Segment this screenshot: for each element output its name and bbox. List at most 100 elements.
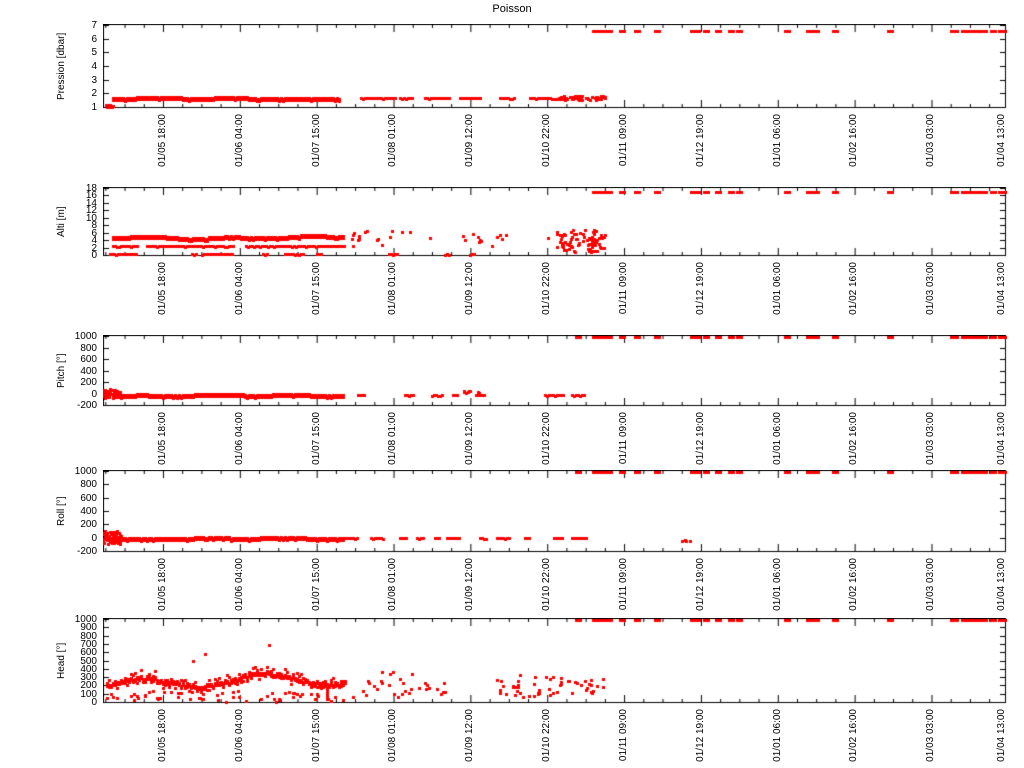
panel-pitch: Pitch [°] -200 0 200 400 600 800 1000 01/05 18:…: [0, 331, 1024, 465]
x-tick-label: 01/02 16:00: [848, 709, 860, 762]
x-tick-label: 01/11 09:00: [617, 114, 629, 167]
y-tick-label: 4: [91, 235, 97, 247]
x-tick-label: 01/11 09:00: [617, 558, 629, 611]
x-tick-label: 01/09 12:00: [464, 709, 476, 762]
y-tick-label: 800: [80, 342, 97, 354]
plot-canvas-alti: [103, 187, 1007, 258]
y-tick-label: 600: [80, 354, 97, 365]
x-tick-label: 01/10 22:00: [541, 262, 553, 315]
x-tick-label: 01/08 01:00: [387, 558, 399, 611]
x-tick-label: 01/05 18:00: [156, 114, 168, 167]
y-tick-label: 600: [80, 647, 97, 659]
y-tick-label: 0: [91, 388, 97, 400]
x-tick-label: 01/10 22:00: [541, 412, 553, 465]
y-tick-label: 800: [80, 630, 97, 642]
y-tick-label: 6: [91, 33, 97, 45]
x-tick-label: 01/01 06:00: [771, 412, 783, 465]
x-tick-label: 01/12 19:00: [694, 412, 706, 465]
y-tick-label: -200: [76, 546, 97, 557]
y-tick-label: 0: [91, 250, 97, 261]
y-tick-label: -200: [76, 400, 97, 411]
x-tick-label: 01/02 16:00: [848, 262, 860, 315]
x-tick-label: 01/08 01:00: [387, 412, 399, 465]
x-tick-label: 01/08 01:00: [387, 114, 399, 167]
y-tick-label: 0: [91, 532, 97, 544]
x-tick-label: 01/05 18:00: [156, 558, 168, 611]
x-tick-label: 01/04 13:00: [995, 412, 1007, 465]
y-tick-label: 1000: [74, 331, 97, 342]
x-tick-label: 01/09 12:00: [464, 412, 476, 465]
x-tick-label: 01/11 09:00: [617, 709, 629, 762]
plot-canvas-roll: [103, 470, 1007, 554]
y-tick-label: 1000: [74, 466, 97, 477]
y-tick-label: 12: [85, 205, 97, 217]
plot-canvas-pitch: [103, 335, 1007, 408]
y-tick-label: 1: [91, 102, 97, 113]
y-tick-label: 400: [80, 663, 97, 675]
x-tick-label: 01/05 18:00: [156, 412, 168, 465]
y-tick-label: 400: [80, 365, 97, 377]
x-tick-label: 01/12 19:00: [694, 558, 706, 611]
y-tick-label: 300: [80, 672, 97, 684]
x-tick-label: 01/07 15:00: [310, 709, 322, 762]
y-tick-label: 1000: [74, 614, 97, 625]
x-tick-label: 01/06 04:00: [233, 114, 245, 167]
panel-head: Head [°] 0 100 200 300 400 500 600 700 800 900 100…: [0, 614, 1024, 762]
x-tick-label: 01/06 04:00: [233, 709, 245, 762]
x-tick-label: 01/03 03:00: [925, 262, 937, 315]
y-tick-label: 200: [80, 680, 97, 692]
x-tick-label: 01/08 01:00: [387, 709, 399, 762]
x-tick-label: 01/03 03:00: [925, 412, 937, 465]
y-tick-label: 900: [80, 622, 97, 634]
y-tick-label: 3: [91, 74, 97, 86]
x-tick-label: 01/03 03:00: [925, 114, 937, 167]
x-tick-label: 01/04 13:00: [995, 558, 1007, 611]
y-tick-label: 400: [80, 506, 97, 517]
x-tick-label: 01/05 18:00: [156, 709, 168, 762]
y-tick-label: 14: [85, 197, 97, 209]
y-tick-label: 7: [91, 20, 97, 31]
x-tick-label: 01/09 12:00: [464, 262, 476, 315]
x-tick-label: 01/07 15:00: [310, 558, 322, 611]
x-tick-label: 01/05 18:00: [156, 262, 168, 315]
y-tick-label: 18: [85, 183, 97, 194]
x-tick-label: 01/01 06:00: [771, 114, 783, 167]
plot-canvas-pression: [103, 24, 1007, 110]
y-tick-label: 5: [91, 47, 97, 59]
panel-roll: Roll [°] -200 0 200 400 600 800 1000 01/05 18:0…: [0, 466, 1024, 611]
plot-canvas-head: [103, 618, 1007, 705]
y-tick-label: 200: [80, 519, 97, 531]
x-tick-label: 01/03 03:00: [925, 709, 937, 762]
x-tick-label: 01/04 13:00: [995, 262, 1007, 315]
y-tick-label: 800: [80, 479, 97, 491]
panel-pression: Pression [dbar] 1 2 3 4 5 6 7 01/05 18:00 01/06 …: [0, 20, 1024, 167]
y-tick-label: 10: [85, 212, 97, 224]
x-tick-label: 01/10 22:00: [541, 558, 553, 611]
x-tick-label: 01/02 16:00: [848, 558, 860, 611]
x-tick-label: 01/12 19:00: [694, 262, 706, 315]
x-tick-label: 01/06 04:00: [233, 262, 245, 315]
x-tick-label: 01/02 16:00: [848, 114, 860, 167]
x-tick-label: 01/12 19:00: [694, 114, 706, 167]
y-tick-label: 16: [85, 190, 97, 202]
y-tick-label: 600: [80, 492, 97, 504]
x-tick-label: 01/04 13:00: [995, 709, 1007, 762]
y-tick-label: 6: [91, 227, 97, 239]
y-tick-label: 0: [91, 697, 97, 708]
y-tick-label: 8: [91, 220, 97, 232]
y-tick-label: 200: [80, 377, 97, 388]
x-tick-label: 01/11 09:00: [617, 412, 629, 465]
x-tick-label: 01/09 12:00: [464, 558, 476, 611]
x-tick-label: 01/01 06:00: [771, 558, 783, 611]
x-tick-label: 01/01 06:00: [771, 709, 783, 762]
x-tick-label: 01/09 12:00: [464, 114, 476, 167]
x-tick-label: 01/04 13:00: [995, 114, 1007, 167]
x-tick-label: 01/08 01:00: [387, 262, 399, 315]
y-tick-label: 4: [91, 61, 97, 72]
x-tick-label: 01/07 15:00: [310, 262, 322, 315]
x-tick-label: 01/07 15:00: [310, 114, 322, 167]
y-tick-label: 500: [80, 655, 97, 667]
y-tick-label: 2: [91, 242, 97, 254]
y-tick-label: 700: [80, 638, 97, 650]
x-tick-label: 01/01 06:00: [771, 262, 783, 315]
